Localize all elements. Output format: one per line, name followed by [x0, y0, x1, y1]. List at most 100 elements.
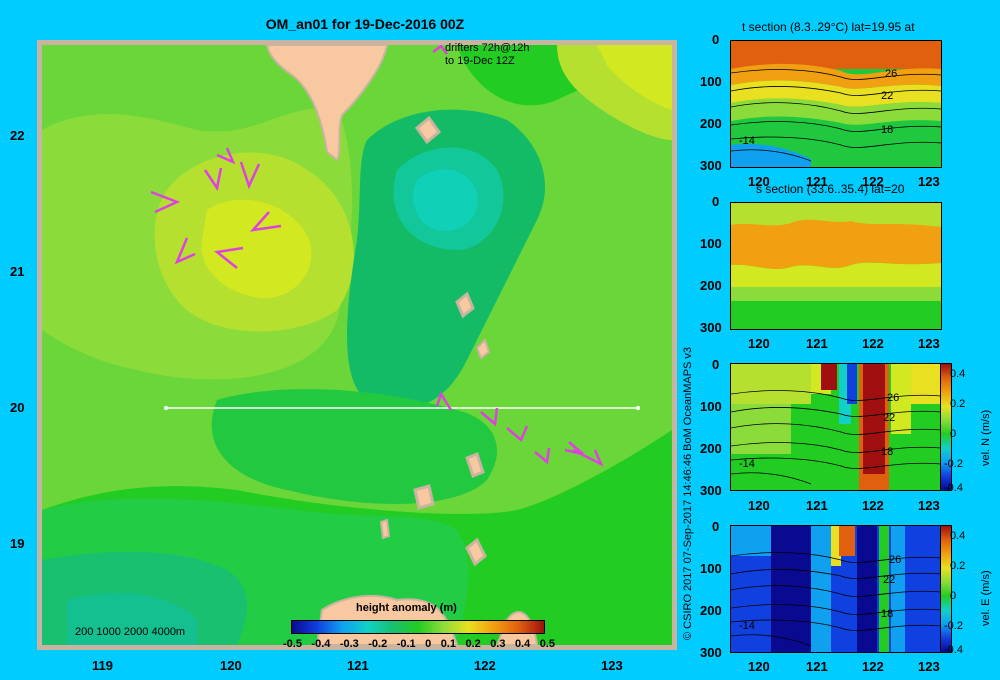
cbar-tick: 0.2	[950, 560, 966, 572]
contour-label: 22	[881, 90, 894, 102]
x-tick: 120	[748, 498, 770, 513]
contour-label: 26	[889, 554, 902, 566]
drifter-arrow	[150, 190, 181, 214]
ve-colorbar	[940, 525, 952, 653]
s-section-plot	[731, 203, 941, 329]
y-tick: 100	[700, 561, 722, 576]
colorbar-tick: 0.4	[514, 638, 531, 650]
lon-tick: 120	[220, 658, 242, 673]
height-colorbar	[291, 620, 545, 634]
drifter-arrow	[216, 147, 236, 165]
drifter-arrow	[572, 448, 604, 467]
island	[465, 452, 485, 478]
lat-tick: 22	[10, 128, 25, 143]
vn-colorbar	[940, 363, 952, 491]
x-tick: 121	[806, 174, 828, 189]
island	[475, 338, 491, 360]
y-tick: 100	[700, 236, 722, 251]
map-title: OM_an01 for 19-Dec-2016 00Z	[265, 16, 465, 32]
lon-tick: 119	[92, 658, 113, 673]
colorbar-tick: -0.2	[368, 638, 388, 650]
y-tick: 200	[700, 278, 722, 293]
y-tick: 300	[700, 320, 722, 335]
s-section-panel	[730, 202, 942, 330]
colorbar-tick: -0.1	[396, 638, 416, 650]
ve-cbar-label: vel. E (m/s)	[980, 570, 992, 626]
x-tick: 120	[748, 659, 770, 674]
colorbar-title: height anomaly (m)	[356, 602, 457, 614]
colorbar-tick: -0.5	[283, 638, 302, 650]
colorbar-tick: -0.4	[311, 638, 331, 650]
ve-section-plot	[731, 526, 941, 652]
x-tick: 123	[918, 336, 940, 351]
drifter-arrow	[174, 237, 196, 265]
drifter-arrow	[249, 211, 282, 232]
vn-section-plot	[731, 364, 941, 490]
colorbar-tick: 0.1	[440, 638, 456, 650]
x-tick: 121	[806, 498, 828, 513]
y-tick: 300	[700, 483, 722, 498]
contour-label: 22	[883, 574, 896, 586]
vn-cbar-label: vel. N (m/s)	[980, 409, 992, 466]
x-tick: 122	[862, 498, 884, 513]
drifter-arrow	[432, 45, 448, 55]
contour-label: 18	[881, 608, 894, 620]
y-tick: 100	[700, 399, 722, 414]
colorbar-tick: 0	[425, 638, 432, 650]
colorbar-tick: 0.3	[490, 638, 506, 650]
x-tick: 123	[918, 659, 940, 674]
contour-label: 26	[885, 68, 898, 80]
y-tick: 0	[712, 194, 720, 209]
y-tick: 300	[700, 158, 722, 173]
cbar-tick: -0.2	[944, 620, 963, 632]
cbar-tick: 0.2	[950, 398, 966, 410]
t-section-panel: 26 22 18 -14	[730, 40, 942, 168]
y-tick: 0	[712, 519, 720, 534]
vn-section-panel: 26 22 18 -14	[730, 363, 942, 491]
cbar-tick: -0.4	[944, 644, 963, 656]
colorbar-tick: 0.2	[465, 638, 481, 650]
y-tick: 300	[700, 645, 722, 660]
island	[465, 537, 487, 567]
lat-tick: 21	[10, 264, 25, 279]
contour-label: -14	[739, 620, 755, 632]
y-tick: 200	[700, 116, 722, 131]
drifter-arrow	[435, 391, 453, 411]
x-tick: 123	[918, 498, 940, 513]
lat-tick: 20	[10, 400, 25, 415]
y-tick: 0	[712, 32, 720, 47]
drifter-tracks	[150, 45, 604, 467]
t-section-title: t section (8.3..29°C) lat=19.95 at	[742, 20, 915, 34]
x-tick: 121	[806, 659, 828, 674]
land-north	[265, 45, 389, 162]
x-tick: 122	[862, 336, 884, 351]
s-section-title: s section (33.6..35.4) lat=20	[756, 182, 905, 196]
y-tick: 200	[700, 441, 722, 456]
cbar-tick: -0.2	[944, 458, 963, 470]
island	[413, 484, 435, 510]
drifter-arrow	[506, 425, 529, 443]
drifter-arrow	[239, 161, 261, 190]
lon-tick: 123	[601, 658, 623, 673]
contour-label: -14	[739, 458, 755, 470]
t-section-plot	[731, 41, 941, 167]
y-tick: 100	[700, 74, 722, 89]
drifter-legend-line1: drifters 72h@12h	[445, 42, 530, 54]
eddy-core	[201, 199, 312, 299]
x-tick: 122	[862, 174, 884, 189]
lat-tick: 19	[10, 536, 25, 551]
contour-label: 18	[881, 124, 894, 136]
lon-tick: 122	[474, 658, 496, 673]
colorbar-ticks: -0.5 -0.4 -0.3 -0.2 -0.1 0 0.1 0.2 0.3 0…	[283, 638, 555, 650]
drifter-legend-line2: to 19-Dec 12Z	[445, 55, 515, 67]
x-tick: 122	[862, 659, 884, 674]
ve-section-panel: 26 22 18 -14	[730, 525, 942, 653]
x-tick: 120	[748, 336, 770, 351]
credit-text: © CSIRO 2017 07-Sep-2017 14:46:46 BoM Oc…	[682, 346, 694, 640]
cbar-tick: 0	[950, 590, 957, 602]
y-tick: 0	[712, 357, 720, 372]
map-frame: drifters 72h@12h to 19-Dec 12Z 200 1000 …	[37, 40, 677, 650]
depth-legend: 200 1000 2000 4000m	[75, 626, 186, 638]
drifter-arrow	[480, 407, 499, 427]
height-anomaly-map	[42, 45, 672, 645]
